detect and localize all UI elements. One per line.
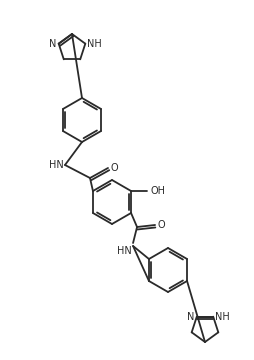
Text: OH: OH	[150, 186, 165, 196]
Text: HN: HN	[49, 160, 64, 170]
Text: N: N	[49, 39, 57, 49]
Text: N: N	[187, 312, 195, 322]
Text: NH: NH	[87, 39, 102, 49]
Text: O: O	[157, 220, 165, 230]
Text: HN: HN	[117, 246, 132, 256]
Text: O: O	[110, 163, 118, 173]
Text: NH: NH	[215, 312, 230, 322]
